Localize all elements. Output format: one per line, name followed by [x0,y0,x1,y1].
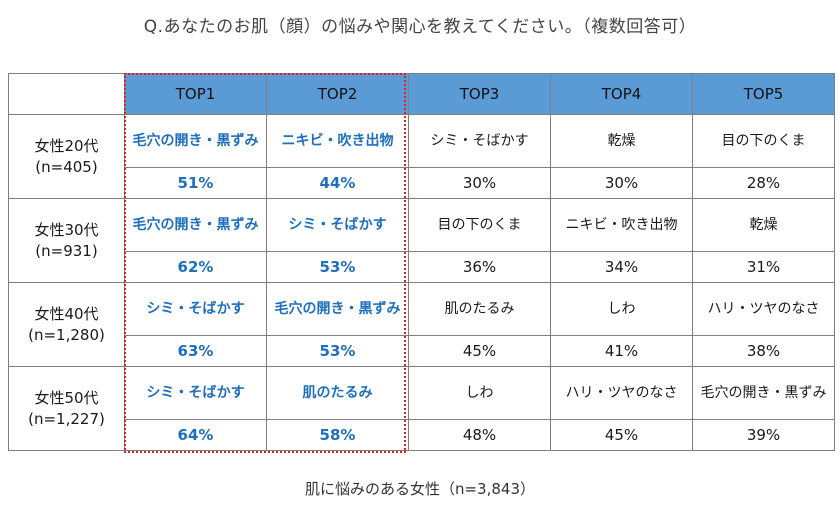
concern-item-cell: シミ・そばかす [124,366,267,420]
concern-item-cell: シミ・そばかす [124,282,267,336]
concern-item-cell: 肌のたるみ [408,282,551,336]
percent-row: 62% 53% 36% 34% 31% [9,251,835,283]
age-group-cell: 女性20代 (n=405) [8,114,125,199]
percent-row: 51% 44% 30% 30% 28% [9,167,835,199]
percent-cell: 34% [550,251,693,283]
column-header-top2: TOP2 [266,73,409,115]
concern-item-cell: 毛穴の開き・黒ずみ [124,114,267,168]
age-group-cell: 女性30代 (n=931) [8,198,125,283]
age-group-label: 女性30代 [34,220,99,239]
concern-item-cell: ハリ・ツヤのなさ [692,282,835,336]
corner-cell [8,73,125,115]
percent-cell: 31% [692,251,835,283]
percent-cell: 44% [266,167,409,199]
concern-item-cell: シミ・そばかす [266,198,409,252]
concern-item-cell: 毛穴の開き・黒ずみ [266,282,409,336]
sample-caption: 肌に悩みのある女性（n=3,843） [304,480,536,498]
percent-cell: 48% [408,419,551,451]
item-row: 女性20代 (n=405) 毛穴の開き・黒ずみ ニキビ・吹き出物 シミ・そばかす 乾燥 目の… [8,114,835,199]
percent-cell: 62% [124,251,267,283]
percent-cell: 30% [408,167,551,199]
concern-item-cell: ニキビ・吹き出物 [266,114,409,168]
percent-row: 64% 58% 48% 45% 39% [9,419,835,451]
item-row: 女性50代 (n=1,227) シミ・そばかす 肌のたるみ しわ ハリ・ツヤのなさ 毛穴の開… [8,366,835,451]
concern-item-cell: 目の下のくま [408,198,551,252]
percent-cell: 63% [124,335,267,367]
concern-item-cell: ニキビ・吹き出物 [550,198,693,252]
concern-item-cell: ハリ・ツヤのなさ [550,366,693,420]
ranking-table: TOP1 TOP2 TOP3 TOP4 TOP5 女性20代 (n=405) 毛穴の… [8,73,835,451]
column-header-top3: TOP3 [408,73,551,115]
sample-size-label: (n=931) [35,241,98,260]
percent-cell: 28% [692,167,835,199]
concern-item-cell: シミ・そばかす [408,114,551,168]
column-header-top1: TOP1 [124,73,267,115]
age-group-label: 女性20代 [34,136,99,155]
sample-size-label: (n=405) [35,157,98,176]
chart-title: Q.あなたのお肌（顔）の悩みや関心を教えてください。（複数回答可） [143,17,697,37]
column-header-top4: TOP4 [550,73,693,115]
concern-item-cell: 毛穴の開き・黒ずみ [692,366,835,420]
percent-cell: 45% [408,335,551,367]
age-group-label: 女性50代 [34,388,99,407]
concern-item-cell: 乾燥 [550,114,693,168]
item-row: 女性40代 (n=1,280) シミ・そばかす 毛穴の開き・黒ずみ 肌のたるみ しわ ハリ・… [8,282,835,367]
column-header-top5: TOP5 [692,73,835,115]
sample-size-label: (n=1,280) [28,325,105,344]
concern-item-cell: 乾燥 [692,198,835,252]
percent-cell: 39% [692,419,835,451]
percent-row: 63% 53% 45% 41% 38% [9,335,835,367]
percent-cell: 41% [550,335,693,367]
item-row: 女性30代 (n=931) 毛穴の開き・黒ずみ シミ・そばかす 目の下のくま ニキビ・吹き… [8,198,835,283]
percent-cell: 51% [124,167,267,199]
age-group-label: 女性40代 [34,304,99,323]
percent-cell: 36% [408,251,551,283]
age-group-cell: 女性50代 (n=1,227) [8,366,125,451]
percent-cell: 45% [550,419,693,451]
concern-item-cell: しわ [550,282,693,336]
percent-cell: 64% [124,419,267,451]
percent-cell: 53% [266,251,409,283]
age-group-cell: 女性40代 (n=1,280) [8,282,125,367]
concern-item-cell: 目の下のくま [692,114,835,168]
percent-cell: 53% [266,335,409,367]
table-body: 女性20代 (n=405) 毛穴の開き・黒ずみ ニキビ・吹き出物 シミ・そばかす 乾燥 目の… [8,114,835,451]
header-row: TOP1 TOP2 TOP3 TOP4 TOP5 [8,73,835,115]
concern-item-cell: しわ [408,366,551,420]
percent-cell: 58% [266,419,409,451]
concern-item-cell: 肌のたるみ [266,366,409,420]
sample-size-label: (n=1,227) [28,409,105,428]
concern-item-cell: 毛穴の開き・黒ずみ [124,198,267,252]
percent-cell: 38% [692,335,835,367]
percent-cell: 30% [550,167,693,199]
